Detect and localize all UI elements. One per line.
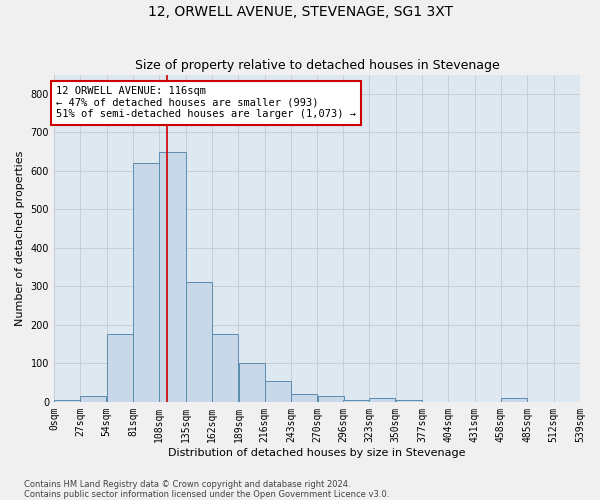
Bar — [212, 334, 238, 402]
Bar — [80, 396, 106, 402]
X-axis label: Distribution of detached houses by size in Stevenage: Distribution of detached houses by size … — [168, 448, 466, 458]
Bar — [317, 396, 344, 402]
Bar — [265, 380, 291, 402]
Y-axis label: Number of detached properties: Number of detached properties — [15, 150, 25, 326]
Text: Contains HM Land Registry data © Crown copyright and database right 2024.
Contai: Contains HM Land Registry data © Crown c… — [24, 480, 389, 499]
Bar — [343, 400, 369, 402]
Bar — [395, 400, 422, 402]
Bar — [370, 398, 395, 402]
Bar — [133, 163, 159, 402]
Bar — [501, 398, 527, 402]
Bar — [186, 282, 212, 402]
Bar — [160, 152, 185, 402]
Bar — [54, 400, 80, 402]
Text: 12, ORWELL AVENUE, STEVENAGE, SG1 3XT: 12, ORWELL AVENUE, STEVENAGE, SG1 3XT — [148, 5, 452, 19]
Bar — [239, 364, 265, 402]
Text: 12 ORWELL AVENUE: 116sqm
← 47% of detached houses are smaller (993)
51% of semi-: 12 ORWELL AVENUE: 116sqm ← 47% of detach… — [56, 86, 356, 120]
Title: Size of property relative to detached houses in Stevenage: Size of property relative to detached ho… — [134, 59, 499, 72]
Bar — [107, 334, 133, 402]
Bar — [291, 394, 317, 402]
